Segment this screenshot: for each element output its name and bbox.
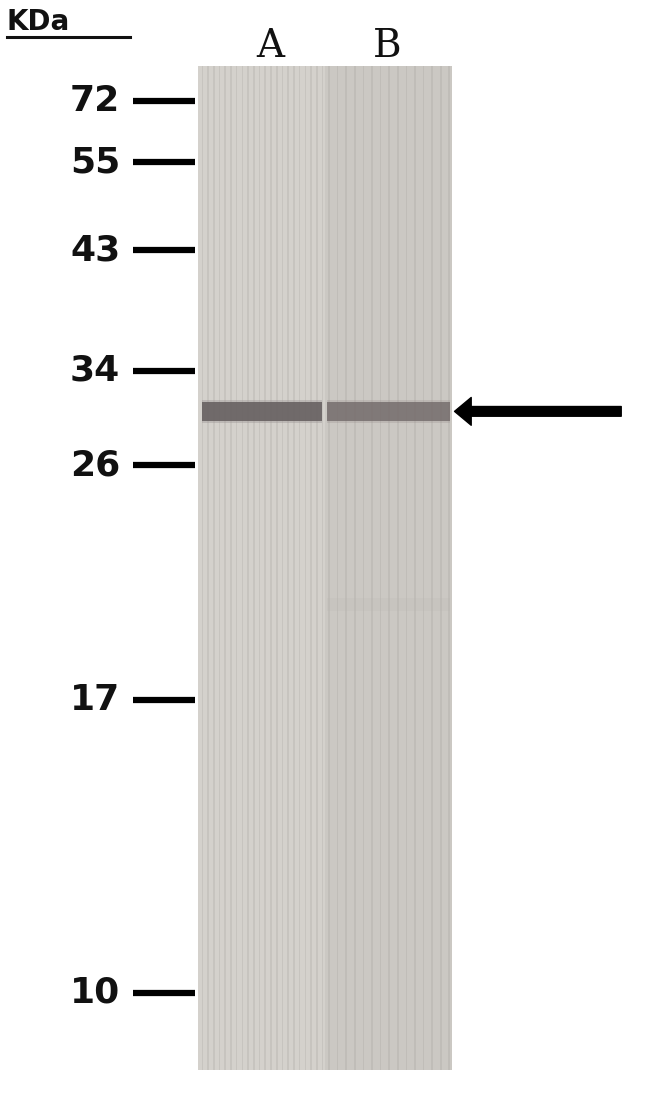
- Bar: [388, 66, 390, 1070]
- Bar: [397, 66, 398, 1070]
- Bar: [371, 66, 373, 1070]
- Bar: [287, 66, 289, 1070]
- Bar: [202, 403, 322, 421]
- Bar: [322, 66, 324, 1070]
- Bar: [198, 66, 325, 1070]
- Bar: [202, 400, 322, 423]
- Bar: [380, 66, 382, 1070]
- Bar: [325, 66, 452, 1070]
- Text: 17: 17: [70, 683, 120, 716]
- Bar: [202, 66, 203, 1070]
- Bar: [270, 66, 272, 1070]
- Bar: [259, 66, 261, 1070]
- Bar: [422, 66, 424, 1070]
- Bar: [230, 66, 232, 1070]
- Bar: [218, 66, 220, 1070]
- Bar: [281, 66, 283, 1070]
- Bar: [207, 66, 209, 1070]
- Text: B: B: [372, 27, 401, 65]
- Bar: [432, 66, 433, 1070]
- Bar: [213, 66, 215, 1070]
- Bar: [236, 66, 237, 1070]
- Bar: [310, 66, 312, 1070]
- Bar: [406, 66, 407, 1070]
- Bar: [247, 66, 249, 1070]
- Text: 26: 26: [70, 449, 120, 482]
- Bar: [253, 66, 255, 1070]
- Bar: [327, 403, 450, 421]
- Bar: [354, 66, 356, 1070]
- Bar: [345, 66, 347, 1070]
- Bar: [414, 66, 416, 1070]
- Bar: [305, 66, 306, 1070]
- Text: 55: 55: [70, 146, 120, 179]
- Bar: [328, 66, 330, 1070]
- Bar: [440, 66, 441, 1070]
- Bar: [363, 66, 364, 1070]
- Bar: [224, 66, 226, 1070]
- Bar: [448, 66, 450, 1070]
- Bar: [316, 66, 318, 1070]
- Bar: [327, 598, 450, 611]
- Text: KDa: KDa: [6, 8, 70, 36]
- Bar: [265, 66, 266, 1070]
- Text: 34: 34: [70, 354, 120, 387]
- Bar: [242, 66, 243, 1070]
- Bar: [276, 66, 278, 1070]
- Text: 72: 72: [70, 84, 120, 117]
- Bar: [337, 66, 339, 1070]
- Bar: [293, 66, 294, 1070]
- Bar: [299, 66, 300, 1070]
- Bar: [327, 400, 450, 423]
- Text: A: A: [255, 27, 284, 65]
- Text: 43: 43: [70, 234, 120, 267]
- Text: 10: 10: [70, 976, 120, 1009]
